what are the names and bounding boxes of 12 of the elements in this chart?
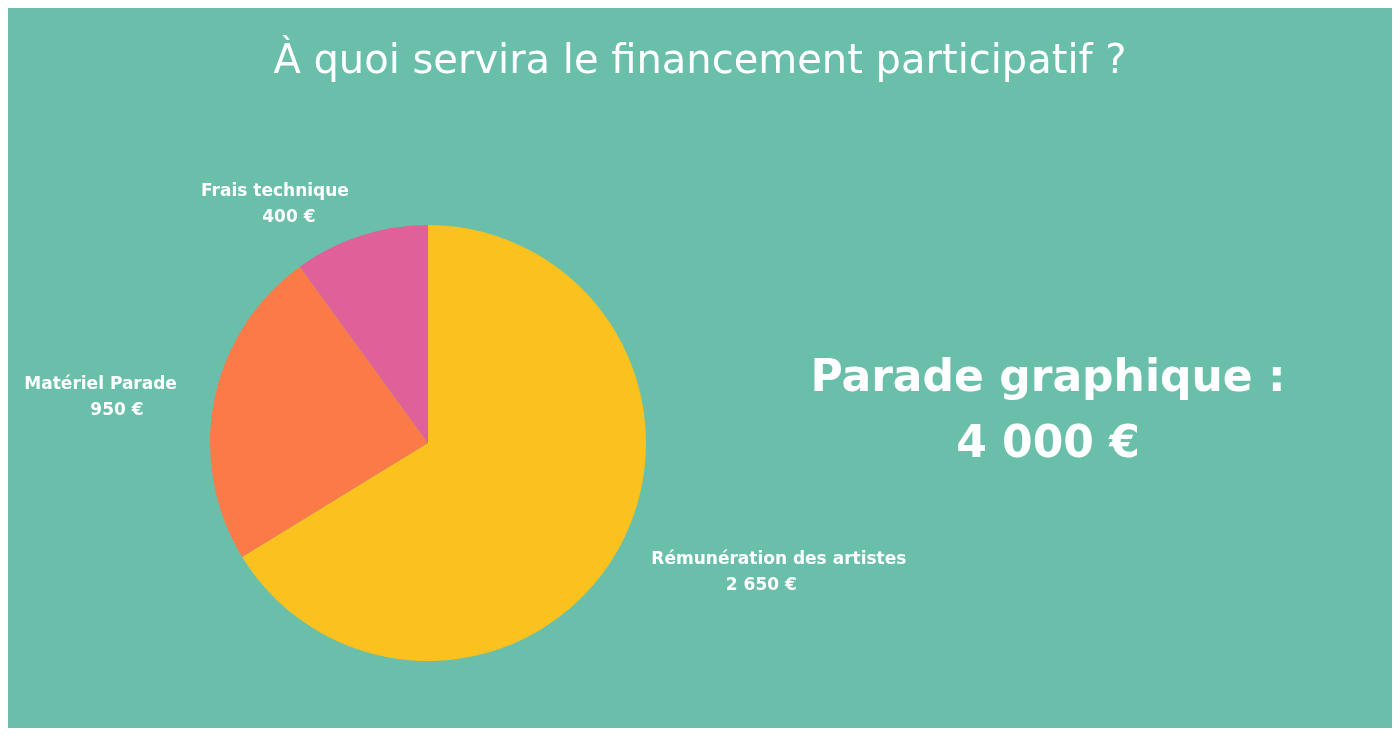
data-label: 2 650 € <box>725 574 797 595</box>
slice-label: Frais technique <box>201 179 349 200</box>
data-label: 400 € <box>262 205 316 226</box>
data-label: 950 € <box>90 399 144 420</box>
pie-slice <box>299 225 428 443</box>
chart-title: À quoi servira le financement participatif ? <box>272 36 1128 82</box>
slice-label: Matériel Parade <box>24 373 177 394</box>
slice-label: Rémunération des artistes <box>651 548 907 569</box>
pie-slice <box>242 225 646 661</box>
text: 4 000 € <box>955 415 1141 469</box>
text: Parade graphique : <box>809 349 1287 403</box>
pie-slice <box>210 266 428 557</box>
